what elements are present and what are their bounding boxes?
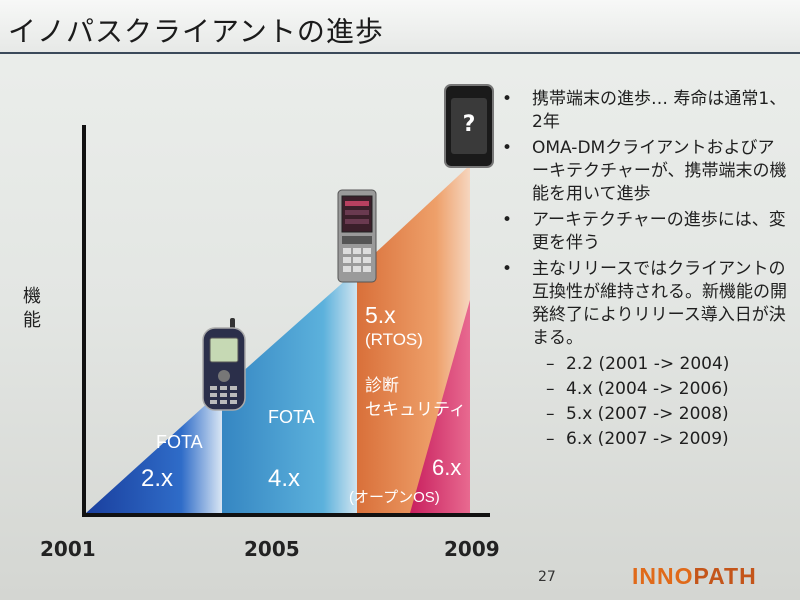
stage-2-area	[222, 270, 357, 513]
innopath-logo: INNOPATH	[632, 563, 757, 590]
bullet-text: 主なリリースではクライアントの互換性が維持される。新機能の開発終了によりリリース…	[532, 259, 787, 348]
stage-2-feature: FOTA	[268, 407, 315, 427]
question-mark: ?	[462, 112, 476, 137]
sub-bullet-dash: –	[546, 379, 555, 399]
sub-bullet-dash: –	[546, 404, 555, 424]
year-label-start: 2001	[40, 537, 96, 561]
bullet-dot: •	[502, 210, 513, 230]
bullet-dot: •	[502, 259, 513, 279]
slide-title: イノパスクライアントの進歩	[8, 15, 384, 48]
y-axis-label: 機 能	[22, 285, 42, 333]
stage-4-area	[410, 300, 470, 513]
stage-3-feature-2: セキュリティ	[365, 400, 466, 419]
stage-4-version: 6.x	[432, 455, 462, 480]
y-axis	[82, 125, 86, 517]
bullet-item: • アーキテクチャーの進歩には、変更を伴う	[500, 209, 790, 255]
release-text: 4.x (2004 -> 2006)	[566, 379, 729, 399]
stage-2-version: 4.x	[268, 465, 301, 492]
page-number: 27	[538, 569, 556, 585]
bullet-list: • 携帯端末の進歩… 寿命は通常1、2年 • OMA-DMクライアントおよびアー…	[500, 88, 790, 451]
bullet-dot: •	[502, 89, 513, 109]
phone-1-image	[200, 318, 250, 418]
logo-part-1: INNO	[632, 563, 694, 589]
bullet-item: • 携帯端末の進歩… 寿命は通常1、2年	[500, 88, 790, 134]
future-phone-image: ?	[444, 84, 494, 168]
title-bar: イノパスクライアントの進歩	[0, 0, 800, 54]
y-axis-label-char-1: 機	[23, 286, 41, 307]
bullet-item: • 主なリリースではクライアントの互換性が維持される。新機能の開発終了によりリリ…	[500, 258, 790, 350]
release-text: 5.x (2007 -> 2008)	[566, 404, 729, 424]
logo-part-2: PATH	[693, 563, 757, 589]
stage-1-version: 2.x	[141, 465, 174, 492]
release-item: – 4.x (2004 -> 2006)	[500, 378, 790, 401]
stage-3-note: (RTOS)	[365, 330, 423, 349]
bullet-item: • OMA-DMクライアントおよびアーキテクチャーが、携帯端末の機能を用いて進歩	[500, 137, 790, 206]
stage-4-note: (オープンOS)	[349, 489, 440, 506]
sub-bullet-dash: –	[546, 354, 555, 374]
year-label-end: 2009	[444, 537, 500, 561]
release-item: – 5.x (2007 -> 2008)	[500, 403, 790, 426]
bullet-text: OMA-DMクライアントおよびアーキテクチャーが、携帯端末の機能を用いて進歩	[532, 138, 787, 204]
stage-3-feature-1: 診断	[365, 376, 399, 395]
bullet-text: 携帯端末の進歩… 寿命は通常1、2年	[532, 89, 787, 132]
sub-bullet-dash: –	[546, 429, 555, 449]
bullet-text: アーキテクチャーの進歩には、変更を伴う	[532, 210, 786, 253]
x-axis	[82, 513, 490, 517]
stage-1-feature: FOTA	[156, 432, 203, 452]
year-label-mid: 2005	[244, 537, 300, 561]
release-text: 6.x (2007 -> 2009)	[566, 429, 729, 449]
stage-3-version: 5.x	[365, 302, 396, 328]
stage-1-area	[86, 390, 222, 513]
phone-2-image	[334, 188, 380, 290]
release-item: – 6.x (2007 -> 2009)	[500, 428, 790, 451]
bullet-dot: •	[502, 138, 513, 158]
release-text: 2.2 (2001 -> 2004)	[566, 354, 730, 374]
y-axis-label-char-2: 能	[23, 310, 41, 331]
release-item: – 2.2 (2001 -> 2004)	[500, 353, 790, 376]
